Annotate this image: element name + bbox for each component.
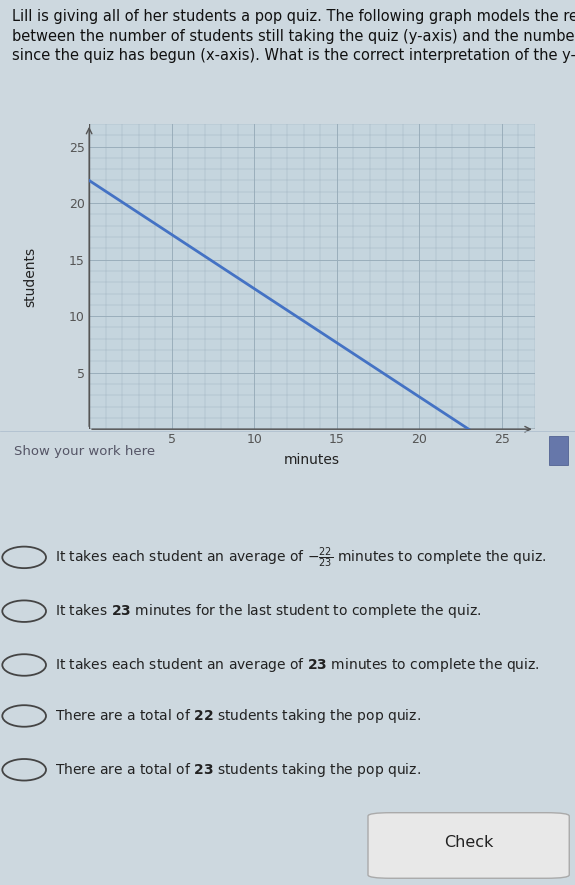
Text: Show your work here: Show your work here	[14, 445, 155, 458]
Y-axis label: students: students	[23, 247, 37, 306]
Text: Lill is giving all of her students a pop quiz. The following graph models the re: Lill is giving all of her students a pop…	[12, 9, 575, 64]
FancyBboxPatch shape	[549, 436, 568, 465]
X-axis label: minutes: minutes	[284, 453, 340, 467]
Text: It takes each student an average of $-\frac{22}{23}$ minutes to complete the qui: It takes each student an average of $-\f…	[55, 545, 546, 570]
Text: It takes $\mathbf{23}$ minutes for the last student to complete the quiz.: It takes $\mathbf{23}$ minutes for the l…	[55, 602, 481, 620]
Text: Check: Check	[444, 835, 493, 850]
FancyBboxPatch shape	[368, 812, 569, 878]
Text: There are a total of $\mathbf{22}$ students taking the pop quiz.: There are a total of $\mathbf{22}$ stude…	[55, 707, 421, 725]
Text: It takes each student an average of $\mathbf{23}$ minutes to complete the quiz.: It takes each student an average of $\ma…	[55, 656, 539, 674]
Text: There are a total of $\mathbf{23}$ students taking the pop quiz.: There are a total of $\mathbf{23}$ stude…	[55, 761, 421, 779]
